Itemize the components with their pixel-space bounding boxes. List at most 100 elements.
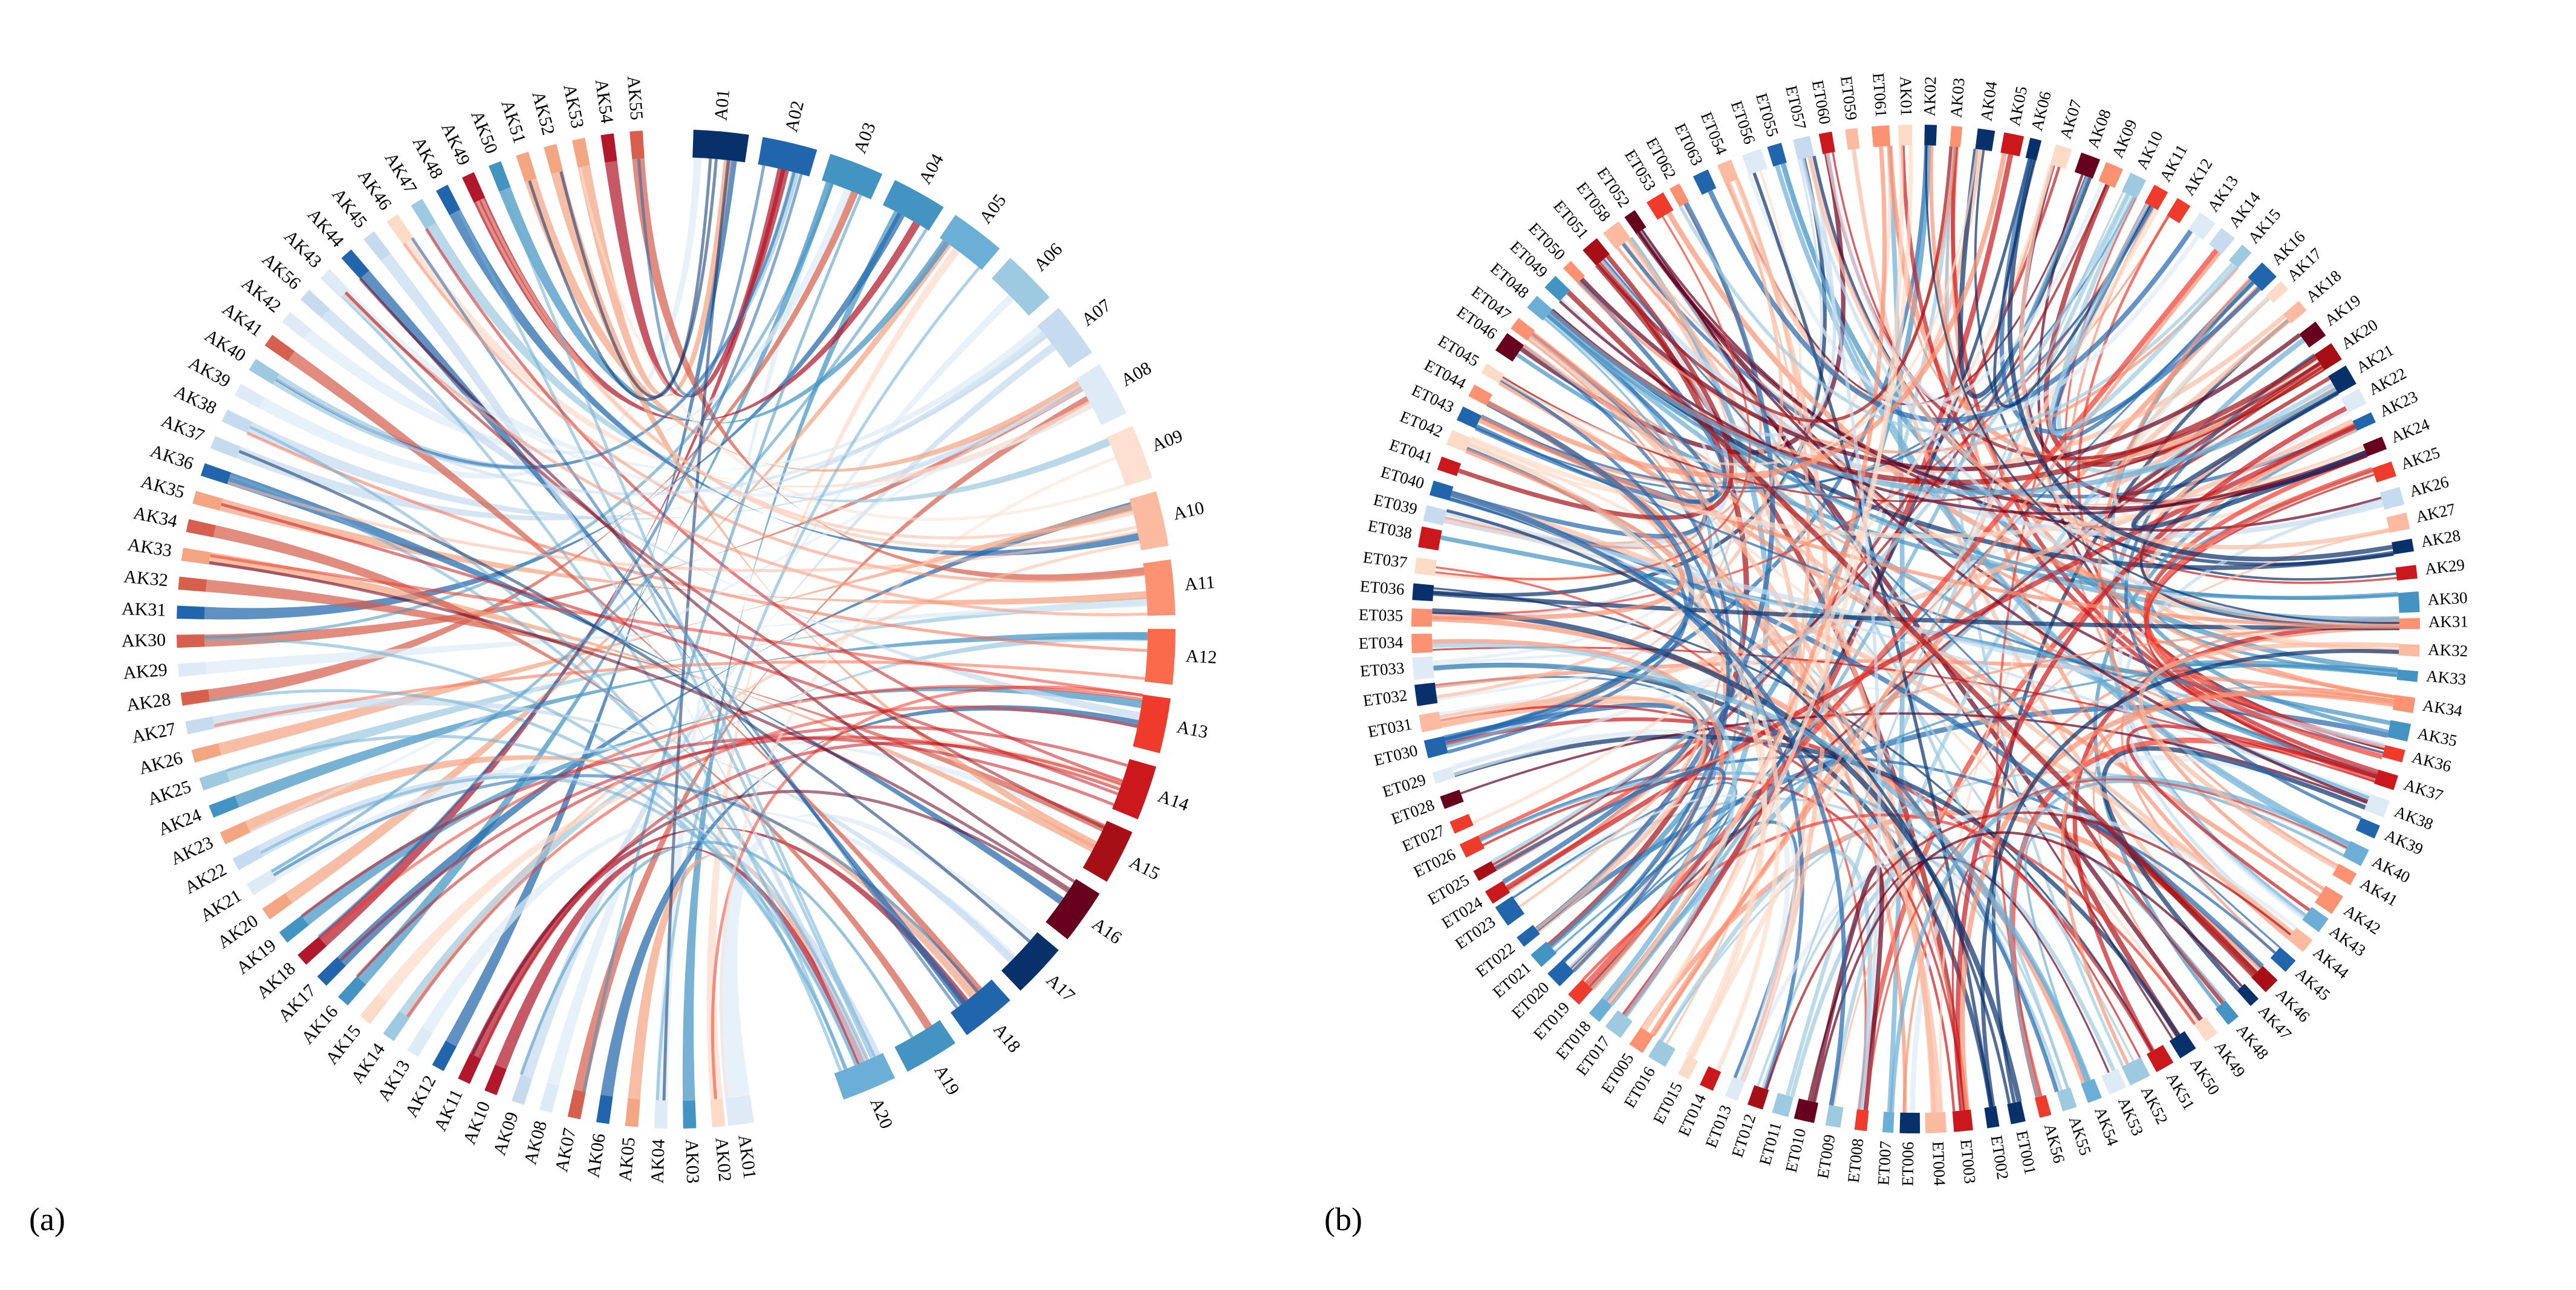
- arc-segment: [1629, 1027, 1654, 1054]
- chord-line: [1825, 152, 2200, 416]
- chord-line: [457, 209, 873, 1059]
- chord-line: [1925, 145, 2399, 624]
- arc-segment: [320, 269, 350, 298]
- arc-segment: [2144, 184, 2168, 210]
- arc-segment: [2395, 565, 2418, 581]
- arc-segment: [1423, 736, 1448, 758]
- chord-line: [1432, 448, 1685, 621]
- chord-ribbon: [212, 698, 1015, 963]
- arc-segment: [220, 821, 251, 845]
- chord-line: [519, 840, 914, 1075]
- chord-line: [1980, 649, 2399, 1107]
- arc-segment: [1468, 384, 1493, 406]
- arc-segment: [2343, 841, 2369, 866]
- chord-line: [301, 736, 1114, 917]
- arc-segment: [2372, 461, 2396, 483]
- segment-label: ET042: [1397, 407, 1445, 441]
- segment-label: AK02: [1921, 76, 1940, 117]
- arc-segment: [2392, 538, 2415, 555]
- chord-line: [1740, 807, 2297, 1081]
- chord-line: [655, 266, 981, 1101]
- arc-segment: [1511, 318, 1535, 341]
- arc-segment: [2025, 137, 2042, 161]
- arc-segment: [654, 1100, 668, 1129]
- chord-line: [229, 474, 870, 1061]
- arc-segment: [2169, 1031, 2196, 1059]
- segment-label: ET006: [1898, 1142, 1917, 1187]
- arc-segment: [462, 172, 486, 203]
- chords-b: [1432, 145, 2400, 1113]
- chord-line: [2007, 158, 2393, 562]
- arc-segment: [2283, 301, 2307, 324]
- segment-label: AK06: [2028, 90, 2055, 132]
- arc-segment: [1544, 276, 1570, 302]
- arc-segment: [1950, 126, 1963, 148]
- arc-segment: [1046, 879, 1100, 940]
- segment-label: A02: [781, 99, 808, 134]
- arc-segment: [2355, 818, 2380, 839]
- segment-label: AK55: [2066, 1114, 2095, 1158]
- arc-segment: [264, 334, 295, 362]
- segment-label: AK05: [2005, 85, 2031, 128]
- chord-line: [411, 237, 958, 1009]
- arc-segment: [2396, 669, 2419, 682]
- segment-label: A20: [866, 1095, 896, 1132]
- arc-segment: [2382, 744, 2405, 763]
- arc-segment: [2363, 436, 2387, 457]
- segment-label: AK56: [2041, 1122, 2069, 1165]
- chord-line: [1993, 160, 2151, 408]
- arc-segment: [2398, 591, 2420, 613]
- panel-label-b: (b): [1324, 1201, 1362, 1237]
- arc-segment: [458, 1053, 481, 1084]
- arc-segment: [282, 311, 312, 339]
- chord-line: [582, 194, 862, 1092]
- segment-label: ET009: [1813, 1133, 1839, 1180]
- segment-label: AK24: [2389, 415, 2433, 446]
- chord-line: [344, 291, 1105, 829]
- arc-segment: [1481, 363, 1504, 383]
- chord-line: [275, 335, 1047, 496]
- segment-label: ET040: [1379, 463, 1426, 492]
- chord-line: [1449, 496, 2264, 969]
- segment-label: ET007: [1874, 1141, 1895, 1186]
- chord-line: [1480, 415, 2400, 629]
- arc-segment: [1112, 758, 1157, 819]
- chord-line: [1602, 258, 2281, 948]
- arc-segment: [407, 1026, 433, 1057]
- segment-label: AK27: [130, 718, 177, 747]
- arc-segment: [2228, 244, 2252, 269]
- arc-segment: [834, 1053, 896, 1100]
- chord-line: [1606, 145, 1913, 1004]
- arc-segment: [2147, 1044, 2174, 1072]
- segment-label: ET061: [1869, 73, 1890, 118]
- arc-segment: [1854, 1109, 1869, 1132]
- arc-segment: [1495, 333, 1524, 362]
- segment-label: AK51: [2163, 1069, 2199, 1113]
- arc-segment: [177, 634, 205, 648]
- arc-segment: [2000, 132, 2025, 157]
- arc-segment: [625, 1098, 640, 1127]
- arc-segment: [2399, 617, 2420, 630]
- segment-label: AK39: [2382, 826, 2425, 858]
- chord-line: [1652, 252, 2222, 1037]
- segment-label: ET029: [1380, 770, 1428, 801]
- chord-line: [2052, 204, 2255, 441]
- segment-label: A09: [1149, 426, 1185, 455]
- segment-label: ET003: [1957, 1138, 1979, 1184]
- arc-segment: [1473, 861, 1497, 881]
- arc-segment: [1624, 210, 1647, 234]
- segment-label: AK09: [2108, 117, 2141, 160]
- chord-line: [1501, 149, 1979, 466]
- chord-line: [2138, 642, 2399, 870]
- chord-line: [1446, 509, 2011, 1104]
- arc-segment: [1411, 633, 1433, 654]
- chord-line: [1775, 165, 2349, 849]
- arc-segment: [1547, 959, 1575, 986]
- arc-segment: [210, 436, 241, 458]
- segment-label: ET041: [1387, 435, 1435, 467]
- chord-line: [1558, 300, 2366, 515]
- segment-label: AK29: [2424, 556, 2465, 578]
- chord-line: [1688, 208, 2159, 1059]
- chord-line: [1522, 344, 2293, 936]
- arc-segment: [1419, 711, 1442, 733]
